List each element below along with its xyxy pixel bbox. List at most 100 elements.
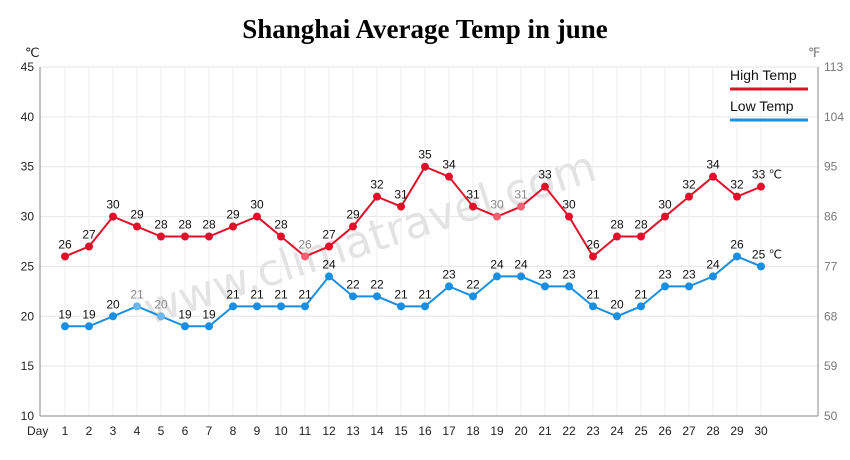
x-tick-label: 21 bbox=[538, 424, 552, 438]
data-label: 20 bbox=[610, 297, 624, 311]
data-label: 21 bbox=[226, 287, 240, 301]
data-point bbox=[157, 312, 165, 321]
data-label: 21 bbox=[586, 287, 600, 301]
legend-label: High Temp bbox=[730, 67, 797, 83]
x-tick-label: 16 bbox=[418, 424, 432, 438]
x-tick-label: 7 bbox=[206, 424, 213, 438]
x-tick-label: 19 bbox=[490, 424, 504, 438]
x-tick-label: 9 bbox=[254, 424, 261, 438]
data-point bbox=[229, 302, 237, 311]
data-label: 19 bbox=[202, 307, 216, 321]
data-point bbox=[541, 282, 549, 291]
data-point bbox=[61, 322, 69, 331]
data-label: 26 bbox=[58, 237, 72, 251]
data-label: 19 bbox=[58, 307, 72, 321]
data-label: 33 ℃ bbox=[752, 168, 782, 182]
data-point bbox=[661, 282, 669, 291]
legend-label: Low Temp bbox=[730, 98, 794, 114]
data-point bbox=[685, 282, 693, 291]
data-label: 21 bbox=[418, 287, 432, 301]
data-point bbox=[733, 192, 741, 201]
data-point bbox=[685, 192, 693, 201]
data-label: 25 ℃ bbox=[752, 247, 782, 261]
data-point bbox=[565, 282, 573, 291]
data-label: 30 bbox=[562, 198, 576, 212]
data-point bbox=[277, 302, 285, 311]
data-label: 20 bbox=[154, 297, 168, 311]
data-label: 24 bbox=[706, 257, 720, 271]
data-label: 31 bbox=[466, 188, 480, 202]
x-tick-label: 6 bbox=[182, 424, 189, 438]
data-point bbox=[541, 182, 549, 191]
data-point bbox=[469, 292, 477, 301]
data-label: 28 bbox=[202, 218, 216, 232]
data-point bbox=[109, 212, 117, 221]
legend: High Temp Low Temp bbox=[730, 67, 808, 122]
data-label: 26 bbox=[730, 237, 744, 251]
right-unit-label: ℉ bbox=[808, 45, 820, 60]
y2-tick-label: 95 bbox=[824, 160, 838, 174]
data-label: 32 bbox=[730, 178, 744, 192]
data-labels: 26 27 30 29 28 28 28 29 30 28 26 27 29 32 31 35 34 31 30 31… bbox=[58, 148, 782, 322]
data-point bbox=[517, 202, 525, 211]
data-point bbox=[709, 172, 717, 181]
data-label: 34 bbox=[706, 158, 720, 172]
x-tick-label: 4 bbox=[134, 424, 141, 438]
x-tick-label: 15 bbox=[394, 424, 408, 438]
data-label: 23 bbox=[658, 267, 672, 281]
data-label: 20 bbox=[106, 297, 120, 311]
data-label: 33 bbox=[538, 168, 552, 182]
data-label: 32 bbox=[682, 178, 696, 192]
x-tick-label: 17 bbox=[442, 424, 456, 438]
data-point bbox=[397, 302, 405, 311]
data-point bbox=[613, 312, 621, 321]
x-tick-label: 26 bbox=[658, 424, 672, 438]
data-label: 24 bbox=[514, 257, 528, 271]
data-point bbox=[661, 212, 669, 221]
data-label: 28 bbox=[178, 218, 192, 232]
x-tick-label: 5 bbox=[158, 424, 165, 438]
data-label: 29 bbox=[346, 208, 360, 222]
y2-tick-label: 59 bbox=[824, 359, 838, 373]
x-tick-label: 20 bbox=[514, 424, 528, 438]
data-label: 23 bbox=[442, 267, 456, 281]
y-tick-label: 40 bbox=[21, 110, 35, 124]
y-tick-label: 30 bbox=[21, 210, 35, 224]
data-label: 28 bbox=[634, 218, 648, 232]
data-point bbox=[205, 232, 213, 241]
x-axis-label: Day bbox=[27, 424, 48, 438]
data-point bbox=[325, 272, 333, 281]
data-label: 19 bbox=[178, 307, 192, 321]
data-point bbox=[469, 202, 477, 211]
y2-tick-label: 68 bbox=[824, 309, 838, 323]
x-tick-label: 22 bbox=[562, 424, 576, 438]
data-point bbox=[181, 232, 189, 241]
data-label: 21 bbox=[634, 287, 648, 301]
grid-lines bbox=[40, 66, 818, 417]
data-point bbox=[133, 222, 141, 231]
x-tick-label: 28 bbox=[706, 424, 720, 438]
x-tick-label: 25 bbox=[634, 424, 648, 438]
data-label: 21 bbox=[394, 287, 408, 301]
chart-title: Shanghai Average Temp in june bbox=[242, 14, 608, 44]
data-point bbox=[253, 212, 261, 221]
data-label: 30 bbox=[106, 198, 120, 212]
data-point bbox=[565, 212, 573, 221]
data-point bbox=[613, 232, 621, 241]
data-point bbox=[301, 252, 309, 261]
data-label: 30 bbox=[490, 198, 504, 212]
y2-tick-label: 86 bbox=[824, 210, 838, 224]
data-label: 35 bbox=[418, 148, 432, 162]
data-label: 29 bbox=[226, 208, 240, 222]
y2-tick-label: 104 bbox=[824, 110, 844, 124]
x-tick-label: 2 bbox=[86, 424, 93, 438]
x-tick-label: 18 bbox=[466, 424, 480, 438]
x-tick-label: 23 bbox=[586, 424, 600, 438]
data-point bbox=[157, 232, 165, 241]
data-point bbox=[589, 302, 597, 311]
data-point bbox=[85, 322, 93, 331]
data-point bbox=[373, 192, 381, 201]
x-tick-label: 12 bbox=[322, 424, 336, 438]
